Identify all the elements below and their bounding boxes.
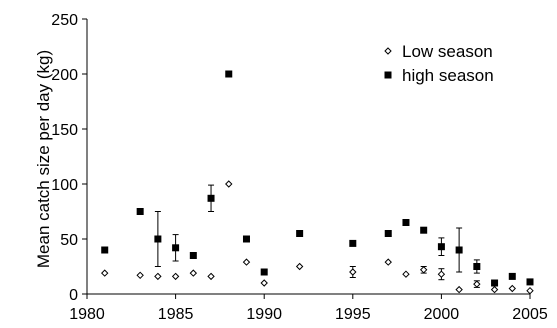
low-season-point [189,269,198,277]
low-season-point [260,279,268,287]
high-season-point [402,219,410,226]
high-season-point [207,194,215,202]
high-season-point [260,268,268,276]
legend-high-season-label: high season [402,66,494,85]
high-season-point [491,279,499,287]
high-season-point [296,230,304,237]
high-season-point [349,239,357,247]
y-tick-label: 0 [69,287,78,304]
low-season-point [349,268,357,276]
x-tick-label: 1990 [246,306,282,323]
high-season-point [420,226,428,234]
y-axis-label: Mean catch size per day (kg) [34,50,53,268]
high-season-point [508,272,516,280]
x-tick-label: 1980 [69,306,105,323]
y-tick-label: 150 [51,122,78,139]
high-season-point [455,246,463,254]
x-tick-label: 2005 [512,306,548,323]
x-tick-label: 2000 [424,306,460,323]
low-season-point [242,258,251,266]
legend: Low season high season [384,42,494,85]
legend-low-season-label: Low season [402,42,493,61]
low-season-point [437,270,446,278]
high-season-point [172,244,180,252]
low-season-point [101,269,109,277]
low-season-point [526,286,534,295]
low-season-point [225,180,233,188]
y-tick-label: 200 [51,67,78,84]
x-tick-label: 1985 [158,306,194,323]
y-tick-label: 100 [51,177,78,194]
low-season-point [419,266,428,274]
high-season-point [189,252,197,259]
data-marks [101,70,534,295]
low-season-point [473,280,481,288]
y-tick-label: 250 [51,12,78,29]
high-season-point [136,208,144,215]
high-season-point [473,263,481,270]
low-season-point [295,262,304,271]
low-season-point [207,272,215,281]
low-season-point [171,272,180,281]
high-season-point [242,235,250,243]
low-season-point [508,284,516,293]
low-season-point [136,271,144,280]
low-season-point [384,258,392,266]
low-season-point [455,285,463,294]
high-season-point [101,246,109,254]
axes [82,18,531,299]
high-season-point [225,70,233,78]
tick-labels: 0 50 100 150 200 250 1980 1985 1990 1995 2000 2005 [51,12,548,323]
low-season-point [154,272,162,281]
legend-low-season-marker [384,47,392,55]
high-season-point [437,243,445,251]
legend-high-season-marker [384,71,392,79]
low-season-point [402,270,410,278]
high-season-point [526,278,534,286]
high-season-point [384,230,392,237]
high-season-point [154,235,162,243]
low-season-point [490,285,499,294]
x-tick-label: 1995 [335,306,371,323]
y-tick-label: 50 [60,232,78,249]
